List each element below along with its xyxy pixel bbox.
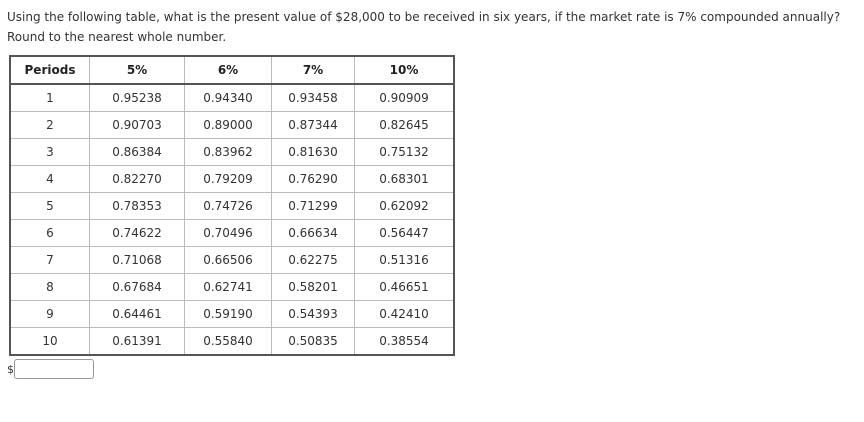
table-cell: 0.94340 xyxy=(184,83,272,112)
table-cell: 0.54393 xyxy=(271,300,355,328)
table-cell: 7 xyxy=(9,246,90,274)
table-cell: 0.58201 xyxy=(271,273,355,301)
table-cell: 0.71299 xyxy=(271,192,355,220)
table-body: 1 0.95238 0.94340 0.93458 0.90909 2 0.90703 0.8… xyxy=(9,83,455,356)
table-cell: 0.93458 xyxy=(271,83,355,112)
table-cell: 0.68301 xyxy=(354,165,455,193)
table-cell: 0.51316 xyxy=(354,246,455,274)
table-row: 3 0.86384 0.83962 0.81630 0.75132 xyxy=(9,138,455,166)
table-cell: 0.86384 xyxy=(89,138,185,166)
table-cell: 0.71068 xyxy=(89,246,185,274)
table-cell: 0.55840 xyxy=(184,327,272,356)
table-cell: 8 xyxy=(9,273,90,301)
question-text: Using the following table, what is the p… xyxy=(7,10,841,24)
table-cell: 0.62092 xyxy=(354,192,455,220)
table-cell: 9 xyxy=(9,300,90,328)
table-cell: 0.50835 xyxy=(271,327,355,356)
table-cell: 2 xyxy=(9,111,90,139)
table-cell: 10 xyxy=(9,327,90,356)
table-cell: 0.82270 xyxy=(89,165,185,193)
table-cell: 5 xyxy=(9,192,90,220)
table-cell: 3 xyxy=(9,138,90,166)
header-cell: 7% xyxy=(271,55,355,85)
table-cell: 0.62741 xyxy=(184,273,272,301)
table-cell: 6 xyxy=(9,219,90,247)
table-cell: 0.89000 xyxy=(184,111,272,139)
currency-prefix: $ xyxy=(7,363,14,376)
table-row: 6 0.74622 0.70496 0.66634 0.56447 xyxy=(9,219,455,247)
table-cell: 0.90909 xyxy=(354,83,455,112)
question-text: Round to the nearest whole number. xyxy=(7,30,227,44)
table-row: 1 0.95238 0.94340 0.93458 0.90909 xyxy=(9,83,455,112)
table-cell: 4 xyxy=(9,165,90,193)
table-cell: 0.82645 xyxy=(354,111,455,139)
table-row: 10 0.61391 0.55840 0.50835 0.38554 xyxy=(9,327,455,356)
answer-input[interactable] xyxy=(14,359,94,379)
table-cell: 0.66506 xyxy=(184,246,272,274)
table-cell: 0.70496 xyxy=(184,219,272,247)
table-row: 7 0.71068 0.66506 0.62275 0.51316 xyxy=(9,246,455,274)
table-cell: 0.78353 xyxy=(89,192,185,220)
table-cell: 0.95238 xyxy=(89,83,185,112)
table-cell: 0.38554 xyxy=(354,327,455,356)
header-row: Periods 5% 6% 7% 10% xyxy=(9,55,455,85)
table-cell: 0.67684 xyxy=(89,273,185,301)
table-cell: 0.62275 xyxy=(271,246,355,274)
table-cell: 0.75132 xyxy=(354,138,455,166)
header-cell: Periods xyxy=(9,55,90,85)
table-cell: 0.59190 xyxy=(184,300,272,328)
table-cell: 0.81630 xyxy=(271,138,355,166)
table-cell: 0.46651 xyxy=(354,273,455,301)
table-row: 9 0.64461 0.59190 0.54393 0.42410 xyxy=(9,300,455,328)
table-row: 4 0.82270 0.79209 0.76290 0.68301 xyxy=(9,165,455,193)
header-cell: 6% xyxy=(184,55,272,85)
table-row: 2 0.90703 0.89000 0.87344 0.82645 xyxy=(9,111,455,139)
table-cell: 0.76290 xyxy=(271,165,355,193)
table-row: 8 0.67684 0.62741 0.58201 0.46651 xyxy=(9,273,455,301)
table-cell: 0.79209 xyxy=(184,165,272,193)
header-cell: 5% xyxy=(89,55,185,85)
table-cell: 0.56447 xyxy=(354,219,455,247)
table-cell: 0.87344 xyxy=(271,111,355,139)
table-cell: 0.83962 xyxy=(184,138,272,166)
table-cell: 1 xyxy=(9,83,90,112)
table-cell: 0.42410 xyxy=(354,300,455,328)
table-cell: 0.74726 xyxy=(184,192,272,220)
pv-table: Periods 5% 6% 7% 10% 1 0.95238 0.94340 0.93458 0… xyxy=(9,55,455,356)
table-cell: 0.74622 xyxy=(89,219,185,247)
table-cell: 0.61391 xyxy=(89,327,185,356)
table-cell: 0.90703 xyxy=(89,111,185,139)
header-cell: 10% xyxy=(354,55,455,85)
table-row: 5 0.78353 0.74726 0.71299 0.62092 xyxy=(9,192,455,220)
table-cell: 0.66634 xyxy=(271,219,355,247)
table-cell: 0.64461 xyxy=(89,300,185,328)
